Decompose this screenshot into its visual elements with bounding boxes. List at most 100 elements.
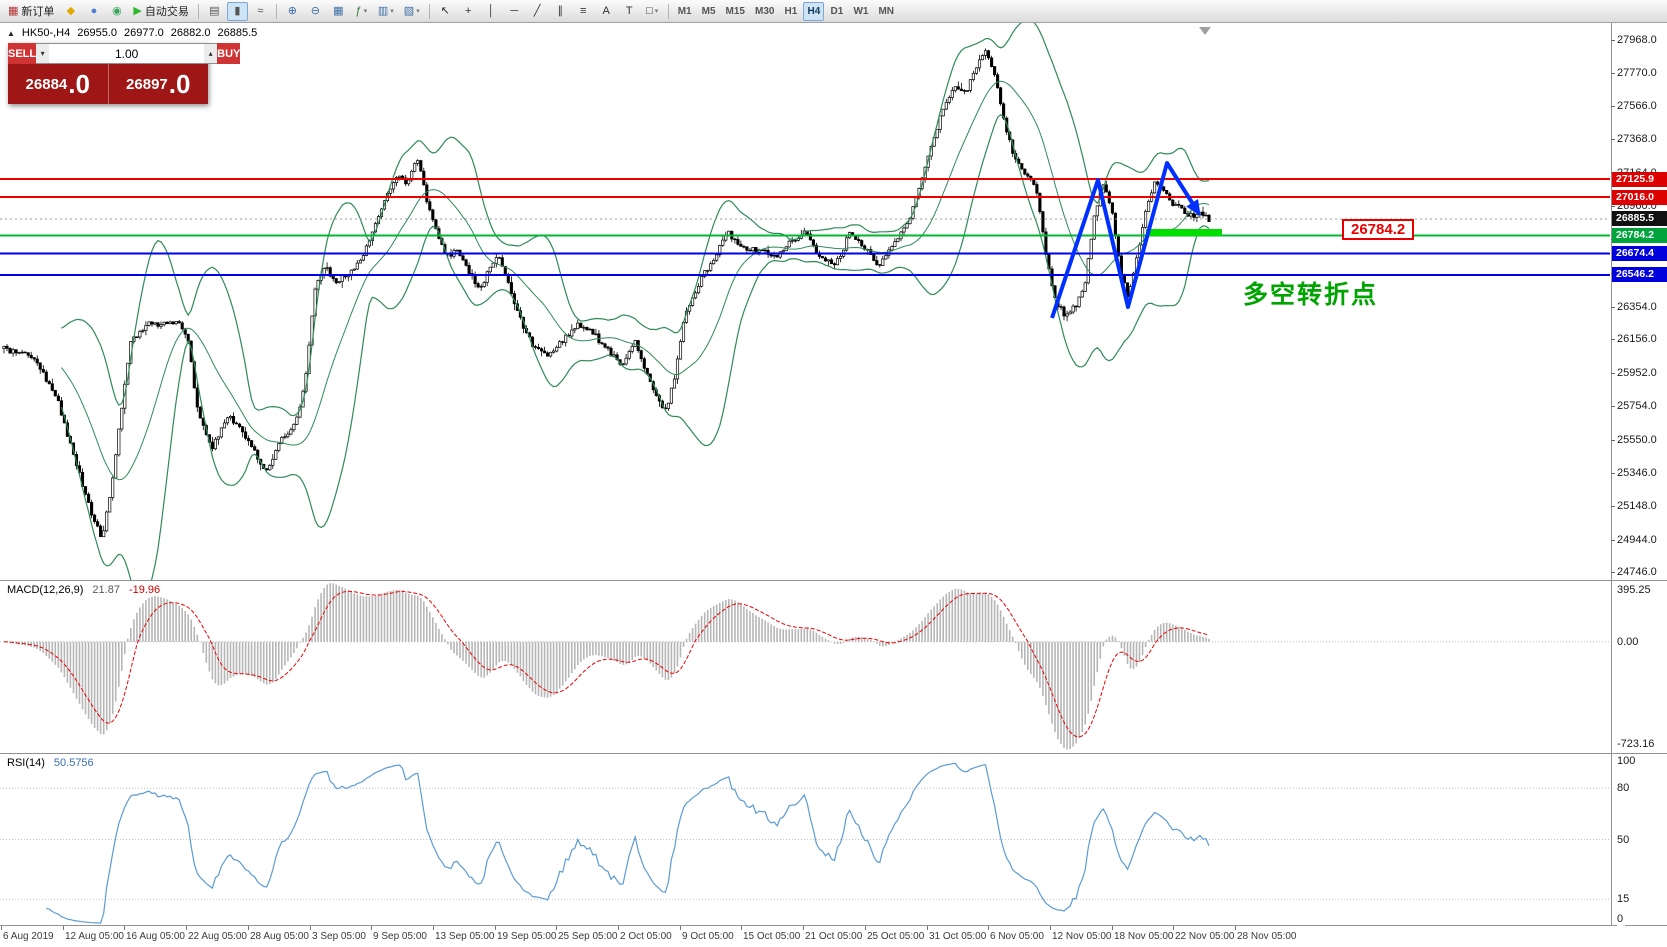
deposit-icon: ◆ — [66, 4, 76, 17]
cursor-button[interactable]: ↖ — [435, 2, 456, 21]
macd-name: MACD(12,26,9) — [7, 584, 84, 596]
candlestick-chart[interactable] — [0, 23, 1667, 580]
new-order-button[interactable]: ▦ 新订单 — [4, 2, 58, 21]
trendline-icon: ╱ — [533, 4, 541, 17]
timeframe-m5[interactable]: M5 — [698, 2, 720, 21]
timeframe-h1[interactable]: H1 — [780, 2, 801, 21]
zoom-out-icon: ⊖ — [310, 4, 320, 17]
sell-price-main: 26884 — [25, 75, 68, 93]
rsi-label: RSI(14) 50.5756 — [7, 757, 94, 769]
horizontal-line-button[interactable]: ─ — [504, 2, 525, 21]
vertical-line-button[interactable]: │ — [481, 2, 502, 21]
community-button[interactable]: ● — [83, 2, 104, 21]
crosshair-icon: + — [465, 4, 472, 17]
timeframe-h4[interactable]: H4 — [803, 1, 825, 21]
text-button[interactable]: A — [596, 2, 617, 21]
volume-up-button[interactable]: ▴ — [204, 44, 218, 63]
timeframe-mn-label: MN — [878, 5, 894, 17]
macd-label: MACD(12,26,9) 21.87 -19.96 — [7, 584, 160, 596]
time-axis-label: 18 Nov 05:00 — [1114, 931, 1174, 942]
one-click-trading-panel: SELL ▾ ▴ BUY 26884.0 26897.0 — [8, 43, 241, 104]
timeframe-w1[interactable]: W1 — [849, 2, 872, 21]
bar-chart-icon: ▤ — [209, 4, 220, 17]
time-axis-tick — [927, 926, 928, 930]
toolbar-separator — [428, 3, 430, 19]
time-axis-tick — [556, 926, 557, 930]
zoom-in-button[interactable]: ⊕ — [282, 2, 303, 21]
time-axis[interactable]: 6 Aug 2019 12 Aug 05:00 16 Aug 05:00 22 Aug… — [0, 925, 1667, 947]
time-axis-label: 6 Nov 05:00 — [990, 931, 1044, 942]
timeframe-m15[interactable]: M15 — [722, 2, 749, 21]
crosshair-button[interactable]: + — [458, 2, 479, 21]
ohlc-high: 26977.0 — [123, 27, 164, 39]
trendline-button[interactable]: ╱ — [527, 2, 548, 21]
template-button[interactable]: ▧ ▾ — [400, 2, 424, 21]
macd-signal-line — [3, 590, 1210, 738]
timeframe-m1[interactable]: M1 — [674, 2, 696, 21]
time-axis-tick — [495, 926, 496, 930]
time-axis-tick — [371, 926, 372, 930]
fibonacci-button[interactable]: ≡ — [573, 2, 594, 21]
time-axis-tick — [63, 926, 64, 930]
main-toolbar: ▦ 新订单 ◆ ● ◉ ▶ 自动交易 ▤ ▮ ≈ ⊕ ⊖ ▦ ƒ ▾ ▥ ▾ ▧ ▾ ↖ + │ ─ ╱ ∥ ≡ A T □ ▾ M1 M5 M… — [0, 0, 1667, 23]
zoom-out-button[interactable]: ⊖ — [305, 2, 326, 21]
time-axis-tick — [1050, 926, 1051, 930]
buy-price-display[interactable]: 26897.0 — [109, 64, 209, 104]
candlestick-chart-icon: ▮ — [234, 4, 241, 17]
volume-input[interactable] — [49, 44, 205, 63]
chevron-down-icon[interactable]: ▾ — [654, 8, 659, 15]
panel-separator[interactable] — [0, 580, 1667, 581]
time-axis-label: 28 Aug 05:00 — [250, 931, 309, 942]
timeframe-m30[interactable]: M30 — [751, 2, 778, 21]
time-axis-tick — [618, 926, 619, 930]
autotrading-button[interactable]: ▶ 自动交易 — [129, 2, 192, 21]
community-icon: ● — [90, 4, 98, 17]
bar-chart-button[interactable]: ▤ — [204, 2, 225, 21]
candlestick-chart-button[interactable]: ▮ — [226, 1, 248, 21]
timeframe-m1-label: M1 — [677, 5, 692, 17]
chevron-down-icon[interactable]: ▾ — [390, 8, 394, 15]
turning-point-annotation[interactable]: 多空转折点 — [1243, 280, 1379, 309]
chevron-down-icon[interactable]: ▾ — [363, 8, 368, 15]
tile-windows-button[interactable]: ▦ — [328, 2, 349, 21]
rsi-chart[interactable] — [0, 754, 1667, 925]
highlight-trendline[interactable] — [1146, 229, 1222, 236]
time-axis-label: 28 Nov 05:00 — [1237, 931, 1297, 942]
timeframe-m30-label: M30 — [754, 5, 775, 17]
indicators-button[interactable]: ƒ ▾ — [351, 2, 372, 21]
autotrading-button-label: 自动交易 — [144, 6, 189, 18]
time-axis-label: 3 Sep 05:00 — [312, 931, 366, 942]
timeframe-mn[interactable]: MN — [874, 2, 898, 21]
channel-button[interactable]: ∥ — [550, 2, 571, 21]
price-callout-label[interactable]: 26784.2 — [1342, 219, 1415, 240]
time-axis-tick — [865, 926, 866, 930]
mql5-icon: ◉ — [112, 4, 122, 17]
time-axis-label: 6 Aug 2019 — [3, 931, 54, 942]
chevron-down-icon[interactable]: ▾ — [416, 8, 420, 15]
volume-down-button[interactable]: ▾ — [36, 44, 50, 63]
main-chart-panel[interactable]: ▲ HK50-,H4 26955.0 26977.0 26882.0 26885… — [0, 23, 1667, 580]
buy-button[interactable]: BUY — [217, 43, 241, 64]
macd-chart[interactable] — [0, 581, 1667, 753]
time-axis-tick — [310, 926, 311, 930]
rsi-indicator-panel[interactable]: RSI(14) 50.5756 — [0, 754, 1667, 925]
mql5-button[interactable]: ◉ — [106, 2, 127, 21]
deposit-button[interactable]: ◆ — [60, 2, 81, 21]
tile-windows-icon: ▦ — [333, 4, 344, 17]
period-button[interactable]: ▥ ▾ — [374, 2, 398, 21]
panel-separator[interactable] — [0, 753, 1667, 754]
shapes-button[interactable]: □ ▾ — [642, 2, 663, 21]
sell-button[interactable]: SELL — [8, 43, 37, 64]
time-axis-tick — [680, 926, 681, 930]
sell-price-display[interactable]: 26884.0 — [8, 64, 109, 104]
zigzag-arrow-annotation[interactable] — [1050, 161, 1201, 319]
text-label-button[interactable]: T — [619, 2, 640, 21]
line-chart-button[interactable]: ≈ — [250, 2, 271, 21]
macd-indicator-panel[interactable]: MACD(12,26,9) 21.87 -19.96 — [0, 581, 1667, 753]
period-icon: ▥ — [377, 4, 389, 17]
one-click-panel-arrow[interactable]: ▲ — [7, 28, 15, 38]
timeframe-d1-label: D1 — [830, 5, 844, 17]
chart-shift-marker[interactable] — [1199, 27, 1211, 35]
timeframe-d1[interactable]: D1 — [826, 2, 847, 21]
buy-price-main: 26897 — [126, 75, 168, 93]
